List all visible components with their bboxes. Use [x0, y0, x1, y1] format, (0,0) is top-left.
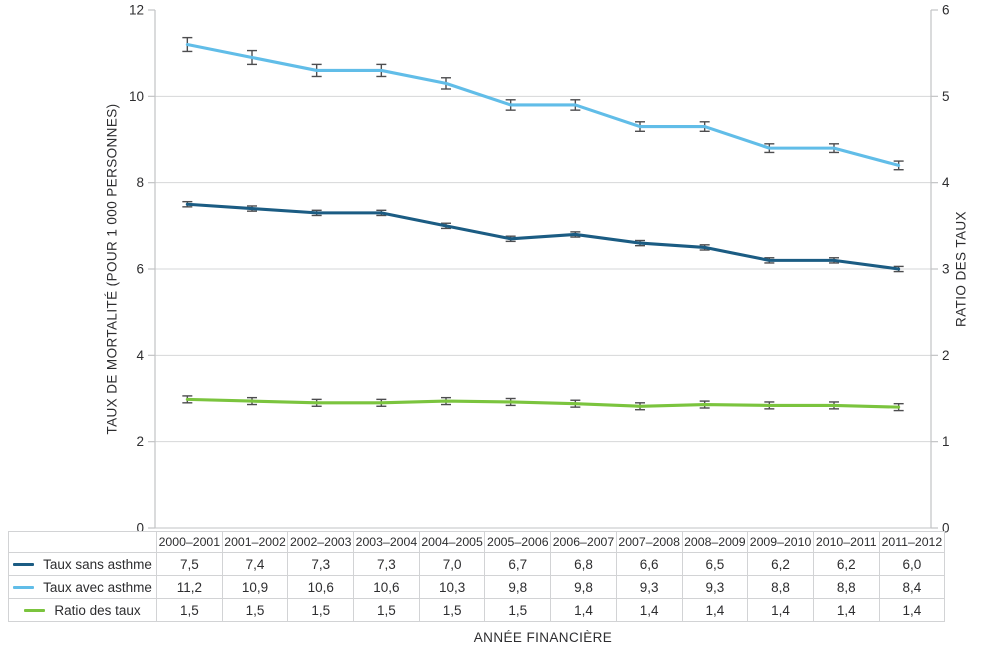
value-cell: 7,4 — [221, 552, 289, 576]
gridlines — [155, 95, 931, 529]
tick-label: 6 — [942, 3, 950, 18]
value-cell: 10,9 — [221, 575, 289, 599]
value-cell: 1,4 — [681, 598, 749, 622]
legend-line-icon — [24, 608, 46, 612]
year-header-cell: 2006–2007 — [550, 531, 617, 553]
year-header-cell: 2004–2005 — [418, 531, 486, 553]
table-row-taux-avec-asthme: Taux avec asthme 11,2 10,9 10,6 10,6 10,3 9,8 9… — [8, 575, 946, 599]
year-header-cell: 2000–2001 — [156, 531, 223, 553]
value-cell: 6,7 — [484, 552, 552, 576]
tick-label: 0 — [942, 521, 950, 536]
left-axis: 0 2 4 6 8 10 12 — [129, 3, 156, 536]
tick-label: 1 — [942, 434, 950, 449]
legend-line-icon — [13, 585, 35, 589]
year-header-cell: 2009–2010 — [747, 531, 814, 553]
tick-label: 2 — [136, 434, 144, 449]
x-axis-title: ANNÉE FINANCIÈRE — [473, 630, 613, 645]
value-cell: 6,2 — [747, 552, 814, 576]
value-cell: 1,4 — [812, 598, 880, 622]
data-table: 2000–2001 2001–2002 2002–2003 2003–2004 2004… — [8, 531, 946, 622]
series-line-ratio-des-taux — [185, 397, 901, 409]
value-cell: 7,5 — [156, 552, 223, 576]
year-header-cell: 2005–2006 — [484, 531, 552, 553]
tick-label: 4 — [136, 348, 144, 363]
legend-label: Taux sans asthme — [43, 556, 152, 572]
legend-cell: Ratio des taux — [8, 598, 157, 622]
year-header-cell: 2002–2003 — [287, 531, 355, 553]
value-cell: 1,5 — [221, 598, 289, 622]
year-header-row: 2000–2001 2001–2002 2002–2003 2003–2004 2004… — [8, 531, 946, 553]
tick-label: 0 — [136, 521, 144, 536]
tick-label: 5 — [942, 89, 950, 104]
table-header: 2000–2001 2001–2002 2002–2003 2003–2004 2004… — [8, 531, 946, 553]
value-cell: 1,5 — [418, 598, 486, 622]
value-cell: 8,8 — [747, 575, 814, 599]
value-cell: 6,8 — [550, 552, 617, 576]
table-row-taux-sans-asthme: Taux sans asthme 7,5 7,4 7,3 7,3 7,0 6,7 6,8 6,6… — [8, 552, 946, 576]
value-cell: 1,4 — [615, 598, 683, 622]
year-header-cell: 2003–2004 — [353, 531, 420, 553]
value-cell: 10,6 — [287, 575, 355, 599]
tick-label: 3 — [942, 262, 950, 277]
legend-label: Taux avec asthme — [43, 579, 152, 595]
value-cell: 1,5 — [156, 598, 223, 622]
table-body: Taux sans asthme 7,5 7,4 7,3 7,3 7,0 6,7 6,8 6,6… — [8, 552, 946, 622]
tick-label: 8 — [136, 175, 144, 190]
tick-label: 10 — [129, 89, 144, 104]
series-line-taux-sans-asthme — [185, 202, 901, 271]
tick-label: 2 — [942, 348, 950, 363]
legend-line-icon — [13, 562, 35, 566]
year-header-cell: 2010–2011 — [812, 531, 880, 553]
value-cell: 1,4 — [878, 598, 946, 622]
value-cell: 6,6 — [615, 552, 683, 576]
value-cell: 1,4 — [747, 598, 814, 622]
value-cell: 1,5 — [484, 598, 552, 622]
value-cell: 6,5 — [681, 552, 749, 576]
value-cell: 9,8 — [550, 575, 617, 599]
tick-label: 6 — [136, 262, 144, 277]
value-cell: 9,3 — [615, 575, 683, 599]
right-axis: 0 1 2 3 4 5 6 — [930, 3, 950, 536]
value-cell: 10,6 — [353, 575, 420, 599]
value-cell: 7,3 — [287, 552, 355, 576]
value-cell: 10,3 — [418, 575, 486, 599]
legend-cell: Taux avec asthme — [8, 575, 157, 599]
value-cell: 6,0 — [878, 552, 946, 576]
series-line-taux-avec-asthme — [185, 42, 901, 167]
value-cell: 8,4 — [878, 575, 946, 599]
legend-cell: Taux sans asthme — [8, 552, 157, 576]
year-header-cell: 2007–2008 — [615, 531, 683, 553]
tick-label: 4 — [942, 175, 950, 190]
error-bars-taux-sans-asthme — [182, 200, 904, 273]
legend-label: Ratio des taux — [54, 602, 141, 618]
value-cell: 1,5 — [353, 598, 420, 622]
value-cell: 6,2 — [812, 552, 880, 576]
value-cell: 11,2 — [156, 575, 223, 599]
value-cell: 9,3 — [681, 575, 749, 599]
year-header-cell: 2011–2012 — [878, 531, 946, 553]
tick-label: 12 — [129, 3, 144, 18]
table-row-ratio-des-taux: Ratio des taux 1,5 1,5 1,5 1,5 1,5 1,5 1,4 1,4 1,… — [8, 598, 946, 622]
value-cell: 9,8 — [484, 575, 552, 599]
year-header-cell: 2001–2002 — [221, 531, 289, 553]
value-cell: 7,3 — [353, 552, 420, 576]
year-header-cell: 2008–2009 — [681, 531, 749, 553]
value-cell: 7,0 — [418, 552, 486, 576]
value-cell: 1,4 — [550, 598, 617, 622]
table-corner-cell — [8, 531, 157, 553]
value-cell: 1,5 — [287, 598, 355, 622]
value-cell: 8,8 — [812, 575, 880, 599]
